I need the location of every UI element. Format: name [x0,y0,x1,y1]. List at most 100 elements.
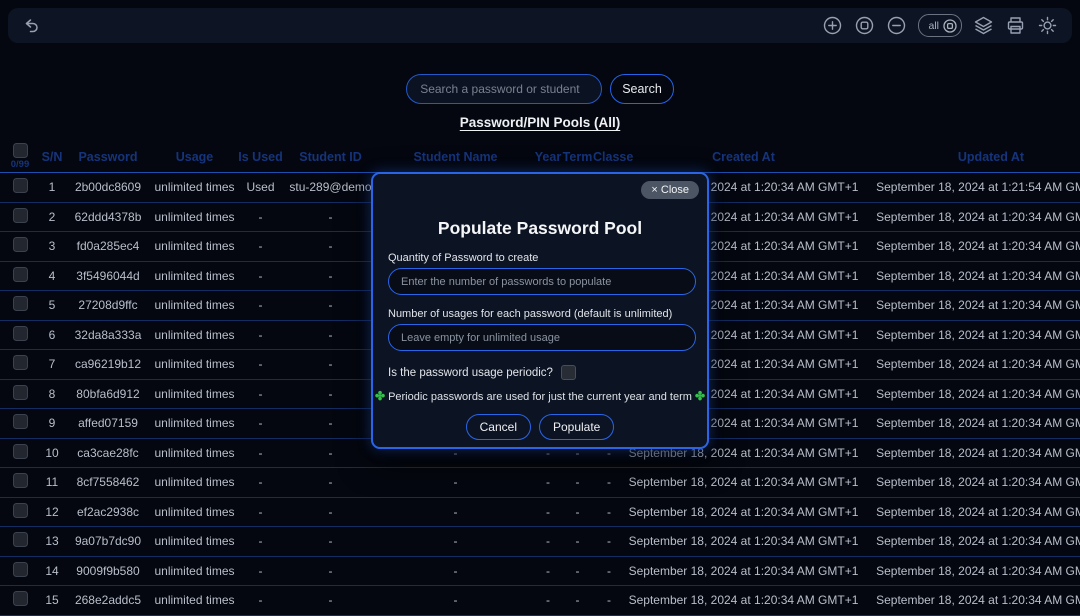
cell-is-used: - [258,593,263,608]
cell-term: - [575,534,580,549]
row-checkbox[interactable] [12,414,28,430]
row-select-cell [0,414,40,432]
row-checkbox[interactable] [12,502,28,518]
cell-sn: 1 [48,180,56,195]
cell-usage: unlimited times [154,445,235,460]
all-toggle[interactable]: all [918,14,962,37]
row-checkbox[interactable] [12,355,28,371]
cell-sn: 3 [48,239,56,254]
row-checkbox[interactable] [12,443,28,459]
reset-view-button[interactable] [854,15,875,36]
row-checkbox[interactable] [12,384,28,400]
zoom-in-button[interactable] [822,15,843,36]
cell-updated-at: September 18, 2024 at 1:20:34 AM GMT+1 [876,563,1080,578]
cell-updated-at: September 18, 2024 at 1:20:34 AM GMT+1 [876,504,1080,519]
column-header-student-id: Student ID [299,149,362,164]
row-checkbox[interactable] [12,296,28,312]
cell-year: - [546,504,550,519]
cell-updated-at: September 18, 2024 at 1:20:34 AM GMT+1 [876,298,1080,313]
cell-updated-at: September 18, 2024 at 1:20:34 AM GMT+1 [876,327,1080,342]
cell-year: - [546,593,550,608]
toggle-knob-icon [943,18,957,33]
cancel-button[interactable]: Cancel [465,414,531,440]
cell-classe: - [607,593,611,608]
cell-student-id: - [328,475,333,490]
modal-actions: Cancel Populate [373,414,707,440]
row-checkbox[interactable] [12,532,28,548]
select-all-checkbox[interactable] [12,143,28,158]
layers-icon [973,15,994,36]
cell-usage: unlimited times [154,357,235,372]
row-select-cell [0,532,40,550]
search-input[interactable] [406,74,603,104]
cell-student-id: - [328,445,333,460]
cell-student-id: - [328,327,333,342]
cell-student-id: stu-289@demo [289,180,372,195]
cell-password: ca96219b12 [74,357,142,372]
cell-password: 268e2addc5 [74,593,142,608]
printer-icon [1005,15,1026,36]
cell-updated-at: September 18, 2024 at 1:20:34 AM GMT+1 [876,386,1080,401]
row-select-cell [0,266,40,285]
cell-is-used: - [258,209,263,224]
cell-student-name: - [453,504,458,519]
cell-student-id: - [328,416,333,431]
cell-usage: unlimited times [154,268,235,283]
row-select-cell [0,502,40,521]
back-button[interactable] [22,16,41,35]
quantity-input[interactable] [388,268,696,295]
cell-updated-at: September 18, 2024 at 1:20:34 AM GMT+1 [876,239,1080,254]
layers-button[interactable] [973,15,994,36]
cell-password: ca3cae28fc [77,445,139,460]
search-button[interactable]: Search [610,74,674,104]
cell-student-id: - [328,593,333,608]
populate-button[interactable]: Populate [538,414,615,440]
cell-student-id: - [328,268,333,283]
print-button[interactable] [1005,15,1026,36]
search-bar: Search [0,74,1080,104]
row-checkbox[interactable] [12,591,28,607]
row-checkbox[interactable] [12,207,28,223]
cell-updated-at: September 18, 2024 at 1:20:34 AM GMT+1 [876,475,1080,490]
row-checkbox[interactable] [12,325,28,341]
cell-classe: - [607,563,611,578]
cell-student-name: - [453,445,458,460]
cell-updated-at: September 18, 2024 at 1:21:54 AM GMT+1 [876,180,1080,195]
table-row: 10 ca3cae28fc unlimited times - - - - - … [0,439,1080,468]
row-checkbox[interactable] [12,473,28,489]
cell-is-used: - [258,268,263,283]
cell-is-used: - [258,386,263,401]
cell-usage: unlimited times [154,563,235,578]
theme-toggle-button[interactable] [1037,15,1058,36]
table-header-row: 0/99 S/N Password Usage Is Used Student … [0,141,1080,173]
row-select-cell [0,591,40,609]
zoom-out-button[interactable] [886,15,907,36]
cell-term: - [575,593,580,608]
cell-created-at: September 18, 2024 at 1:20:34 AM GMT+1 [628,445,859,460]
cell-is-used: - [258,445,263,460]
row-select-cell [0,296,40,314]
modal-title: Populate Password Pool [437,218,643,238]
row-select-cell [0,207,40,226]
periodic-checkbox[interactable] [560,365,576,380]
row-checkbox[interactable] [12,266,28,282]
row-select-cell [0,355,40,373]
undo-arrow-icon [22,16,41,35]
cell-password: affed07159 [78,416,138,431]
cell-password: 32da8a333a [74,327,142,342]
cell-term: - [575,504,580,519]
row-checkbox[interactable] [12,178,28,194]
cell-student-id: - [328,298,333,313]
zoom-in-icon [822,15,843,36]
row-checkbox[interactable] [12,561,28,577]
cell-sn: 14 [45,563,59,578]
cell-year: - [546,475,550,490]
topbar: all [8,8,1072,43]
cell-is-used: - [258,416,263,431]
cell-usage: unlimited times [154,504,235,519]
usages-input[interactable] [388,324,696,351]
row-checkbox[interactable] [12,237,28,253]
modal-close-button[interactable]: × Close [641,181,699,199]
cell-student-id: - [328,239,333,254]
cell-sn: 5 [48,298,56,313]
